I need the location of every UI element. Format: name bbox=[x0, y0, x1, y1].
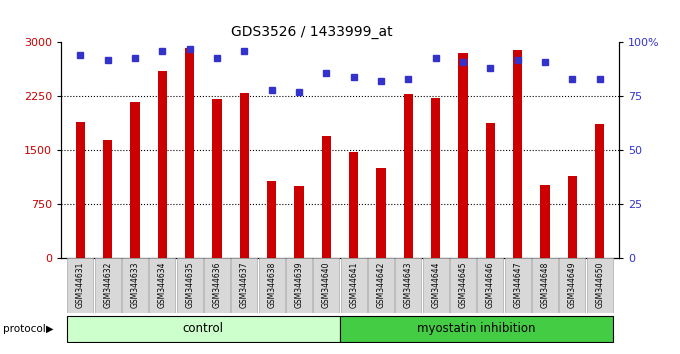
Bar bbox=[540, 185, 550, 258]
Text: GSM344642: GSM344642 bbox=[377, 261, 386, 308]
Bar bbox=[103, 140, 112, 258]
Text: GSM344647: GSM344647 bbox=[513, 261, 522, 308]
FancyBboxPatch shape bbox=[587, 258, 613, 313]
Text: GSM344650: GSM344650 bbox=[595, 261, 604, 308]
FancyBboxPatch shape bbox=[423, 258, 449, 313]
Bar bbox=[568, 176, 577, 258]
Text: GSM344631: GSM344631 bbox=[76, 261, 85, 308]
Bar bbox=[185, 48, 194, 258]
FancyBboxPatch shape bbox=[177, 258, 203, 313]
FancyBboxPatch shape bbox=[150, 258, 175, 313]
FancyBboxPatch shape bbox=[231, 258, 257, 313]
Text: myostatin inhibition: myostatin inhibition bbox=[418, 322, 536, 335]
FancyBboxPatch shape bbox=[204, 258, 230, 313]
FancyBboxPatch shape bbox=[341, 258, 367, 313]
Text: GSM344632: GSM344632 bbox=[103, 261, 112, 308]
Text: GSM344646: GSM344646 bbox=[486, 261, 495, 308]
FancyBboxPatch shape bbox=[560, 258, 585, 313]
FancyBboxPatch shape bbox=[259, 258, 284, 313]
Text: GSM344640: GSM344640 bbox=[322, 261, 331, 308]
Text: control: control bbox=[183, 322, 224, 335]
Text: GSM344648: GSM344648 bbox=[541, 261, 549, 308]
FancyBboxPatch shape bbox=[450, 258, 476, 313]
Bar bbox=[513, 50, 522, 258]
Text: GSM344643: GSM344643 bbox=[404, 261, 413, 308]
Bar bbox=[294, 187, 304, 258]
Bar bbox=[431, 98, 441, 258]
FancyBboxPatch shape bbox=[532, 258, 558, 313]
Text: GSM344636: GSM344636 bbox=[212, 261, 222, 308]
Bar bbox=[212, 99, 222, 258]
Bar bbox=[595, 124, 605, 258]
FancyBboxPatch shape bbox=[396, 258, 421, 313]
Text: GSM344641: GSM344641 bbox=[349, 261, 358, 308]
Text: GSM344639: GSM344639 bbox=[294, 261, 303, 308]
Bar bbox=[158, 71, 167, 258]
FancyBboxPatch shape bbox=[368, 258, 394, 313]
Text: protocol: protocol bbox=[3, 324, 46, 334]
Text: GSM344649: GSM344649 bbox=[568, 261, 577, 308]
Bar bbox=[130, 102, 140, 258]
FancyBboxPatch shape bbox=[505, 258, 530, 313]
Bar bbox=[67, 316, 340, 342]
Title: GDS3526 / 1433999_at: GDS3526 / 1433999_at bbox=[231, 25, 393, 39]
Bar bbox=[75, 122, 85, 258]
Text: GSM344635: GSM344635 bbox=[185, 261, 194, 308]
Bar bbox=[458, 53, 468, 258]
FancyBboxPatch shape bbox=[67, 258, 93, 313]
Bar bbox=[403, 94, 413, 258]
Text: GSM344637: GSM344637 bbox=[240, 261, 249, 308]
Bar bbox=[376, 169, 386, 258]
Bar bbox=[349, 152, 358, 258]
FancyBboxPatch shape bbox=[477, 258, 503, 313]
Text: GSM344644: GSM344644 bbox=[431, 261, 440, 308]
Text: GSM344645: GSM344645 bbox=[458, 261, 468, 308]
Bar bbox=[267, 181, 277, 258]
FancyBboxPatch shape bbox=[286, 258, 312, 313]
Bar bbox=[486, 123, 495, 258]
FancyBboxPatch shape bbox=[122, 258, 148, 313]
Text: GSM344638: GSM344638 bbox=[267, 261, 276, 308]
Text: ▶: ▶ bbox=[46, 324, 54, 334]
Bar bbox=[322, 136, 331, 258]
Text: GSM344634: GSM344634 bbox=[158, 261, 167, 308]
FancyBboxPatch shape bbox=[95, 258, 120, 313]
Bar bbox=[239, 93, 249, 258]
Bar bbox=[340, 316, 613, 342]
FancyBboxPatch shape bbox=[313, 258, 339, 313]
Text: GSM344633: GSM344633 bbox=[131, 261, 139, 308]
